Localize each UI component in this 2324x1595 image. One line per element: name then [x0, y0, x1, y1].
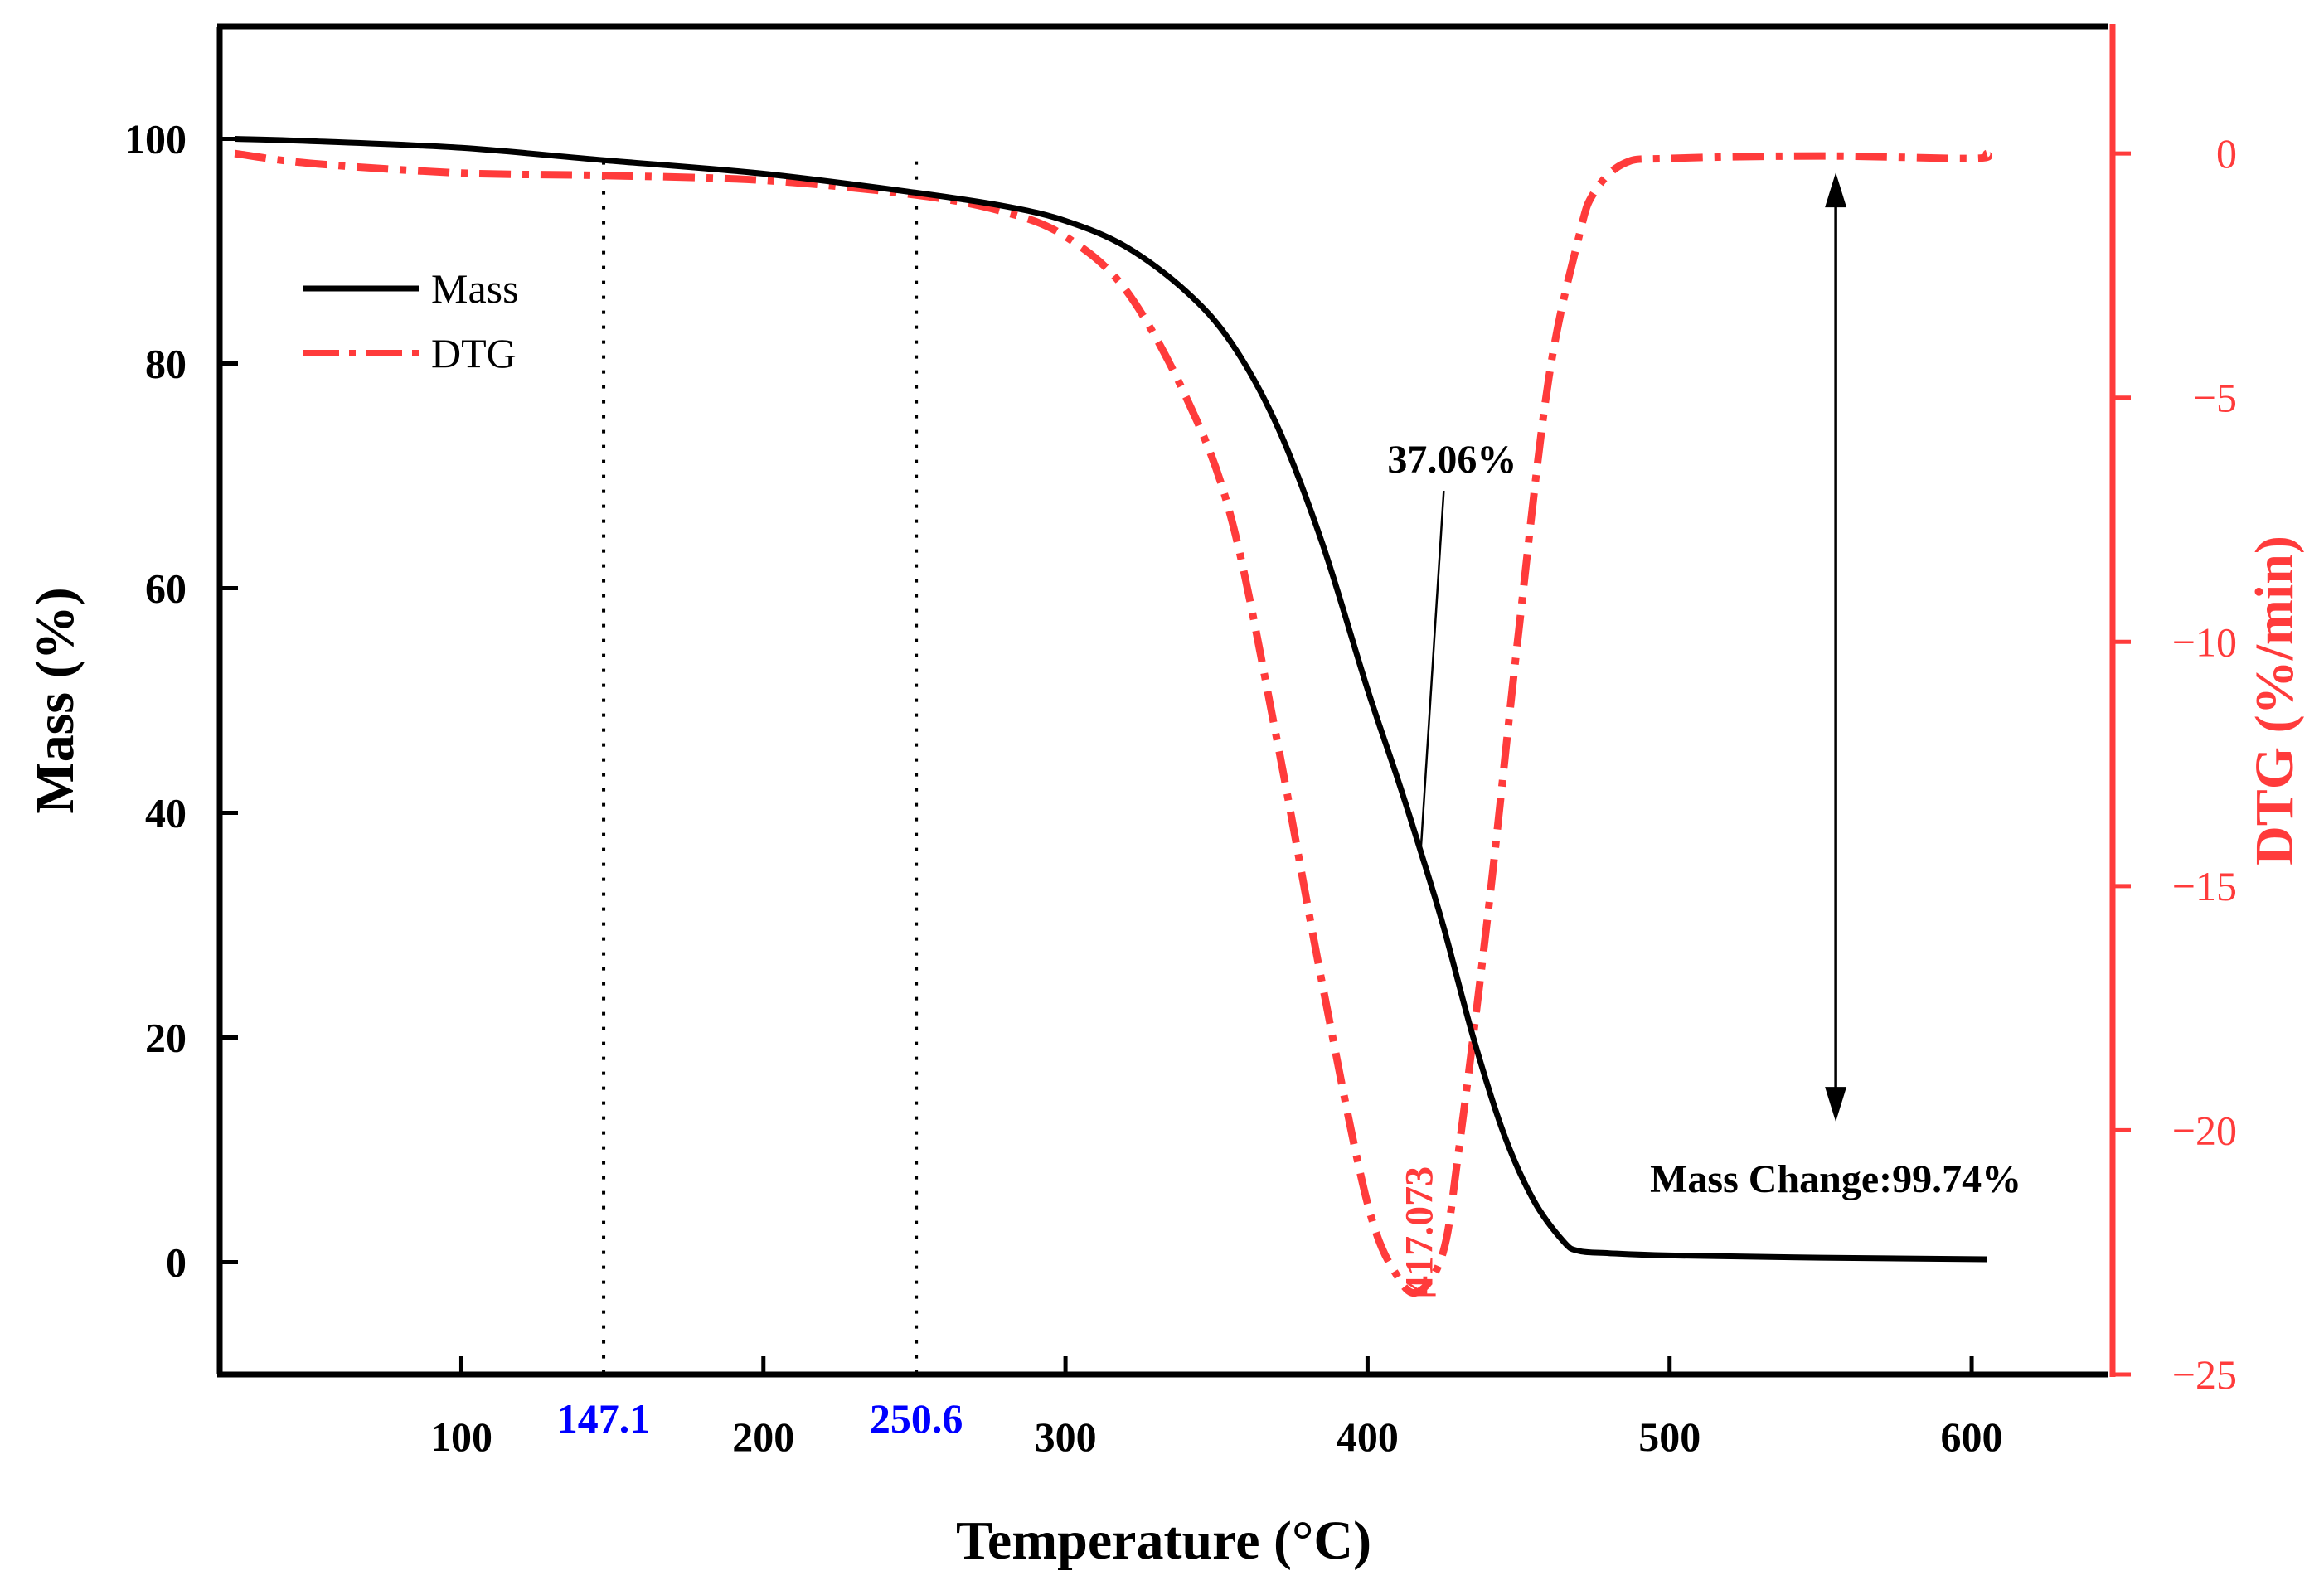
x-tick-label: 500 [1638, 1413, 1701, 1460]
arrow-head-down [1825, 1087, 1847, 1122]
y-tick-label: 80 [145, 341, 187, 387]
x-tick-label: 400 [1337, 1413, 1399, 1460]
y2-tick-label: −10 [2172, 618, 2237, 665]
annotations [1412, 172, 1847, 1297]
vline-label-147: 147.1 [557, 1395, 651, 1442]
ticks: 100 200 300 400 500 600 0 20 40 60 80 100 0 −5 −10 −15 −… [124, 116, 2237, 1461]
y-axis-title-left: Mass (%) [25, 587, 85, 813]
y-axis-title-right: DTG (%/min) [2244, 536, 2305, 865]
x-tick-label: 600 [1941, 1413, 2003, 1460]
y-tick-label: 60 [145, 565, 187, 612]
dtg-line [234, 149, 1993, 1297]
y-tick-label: 0 [166, 1239, 187, 1286]
mass-change-label: Mass Change:99.74% [1650, 1157, 2021, 1201]
axes-frame [216, 23, 2116, 1378]
x-tick-label: 100 [430, 1413, 492, 1460]
y2-tick-label: −20 [2172, 1107, 2237, 1153]
y2-tick-label: −15 [2172, 863, 2237, 909]
y2-tick-label: −5 [2193, 375, 2237, 421]
legend-mass-label: Mass [431, 265, 519, 312]
dtg-peak-label: 417.073 [1398, 1166, 1442, 1296]
mass-percent-label: 37.06% [1387, 438, 1516, 482]
y-tick-label: 40 [145, 790, 187, 836]
reference-lines [602, 161, 919, 1374]
data-series [234, 136, 1993, 1297]
mass-line [235, 136, 1987, 1263]
mass-percent-leader [1419, 490, 1445, 855]
x-axis-title: Temperature (°C) [956, 1510, 1371, 1571]
legend: Mass DTG [303, 265, 519, 376]
y-tick-label: 100 [124, 116, 187, 162]
x-tick-label: 300 [1035, 1413, 1097, 1460]
arrow-head-up [1825, 172, 1847, 208]
y2-tick-label: −25 [2172, 1351, 2237, 1398]
y-tick-label: 20 [145, 1015, 187, 1061]
x-tick-label: 200 [732, 1413, 794, 1460]
y2-tick-label: 0 [2216, 130, 2237, 177]
vline-label-250: 250.6 [870, 1395, 963, 1442]
legend-dtg-label: DTG [431, 330, 517, 376]
